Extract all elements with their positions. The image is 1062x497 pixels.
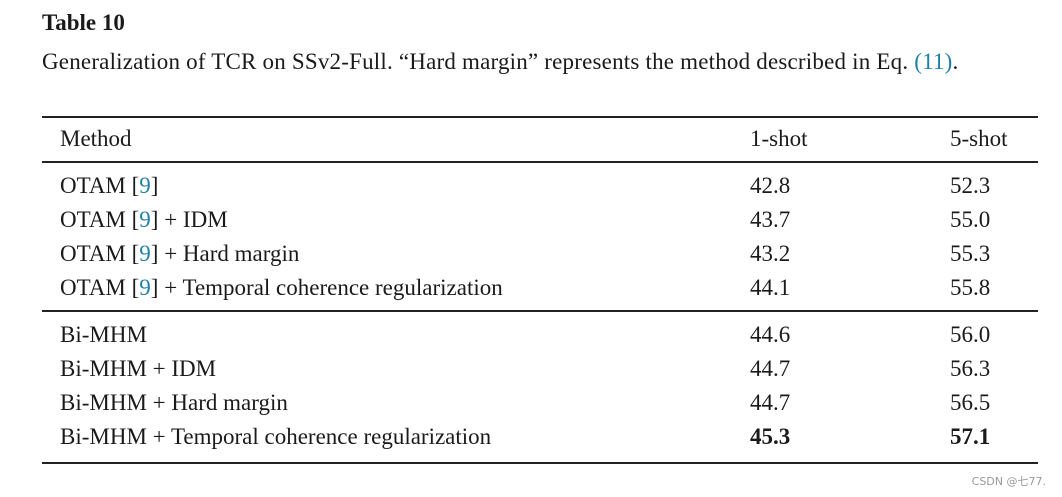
five-shot-cell: 52.3 xyxy=(950,173,991,198)
one-shot-cell: 43.7 xyxy=(750,207,791,232)
table-row: Bi-MHM + IDM 44.7 56.3 xyxy=(42,352,1038,386)
table-caption: Generalization of TCR on SSv2-Full. “Har… xyxy=(42,44,1038,79)
one-shot-cell: 44.6 xyxy=(750,322,791,347)
table-title: Table 10 xyxy=(42,10,125,35)
method-cell: OTAM [9] xyxy=(60,169,158,203)
caption-text: Generalization of TCR on SSv2-Full. “Har… xyxy=(42,49,915,74)
header-cell: Method xyxy=(60,126,132,151)
five-shot-cell: 56.0 xyxy=(950,322,991,347)
one-shot-cell: 42.8 xyxy=(750,173,791,198)
table-row: Bi-MHM + Hard margin 44.7 56.5 xyxy=(42,386,1038,420)
table-row: OTAM [9] + Hard margin 43.2 55.3 xyxy=(42,237,1038,271)
method-cell: OTAM [9] + Temporal coherence regulariza… xyxy=(60,271,503,305)
table-rule xyxy=(42,116,1038,118)
one-shot-cell: 44.1 xyxy=(750,275,791,300)
reference-link: 9 xyxy=(139,207,151,232)
method-text: ] + IDM xyxy=(150,207,228,232)
five-shot-cell: 55.8 xyxy=(950,275,991,300)
table-rule xyxy=(42,462,1038,464)
method-cell: OTAM [9] + IDM xyxy=(60,203,228,237)
method-cell: Bi-MHM + IDM xyxy=(60,352,216,386)
method-text: Bi-MHM xyxy=(60,322,147,347)
equation-link: (11) xyxy=(914,49,953,74)
header-cell: 1-shot xyxy=(750,126,808,151)
method-text: OTAM [ xyxy=(60,275,140,300)
table-rule xyxy=(42,310,1038,312)
method-cell: OTAM [9] + Hard margin xyxy=(60,237,299,271)
table-row: OTAM [9] + Temporal coherence regulariza… xyxy=(42,271,1038,305)
table-row: Bi-MHM + Temporal coherence regularizati… xyxy=(42,420,1038,454)
one-shot-cell: 45.3 xyxy=(750,424,791,449)
table-row: OTAM [9] + IDM 43.7 55.0 xyxy=(42,203,1038,237)
method-text: OTAM [ xyxy=(60,207,140,232)
method-text: OTAM [ xyxy=(60,241,140,266)
table-row: Method 1-shot 5-shot xyxy=(42,122,1038,156)
reference-link: 9 xyxy=(139,241,151,266)
five-shot-cell: 55.0 xyxy=(950,207,991,232)
header-cell: 5-shot xyxy=(950,126,1008,151)
method-text: Bi-MHM + Hard margin xyxy=(60,390,288,415)
one-shot-cell: 43.2 xyxy=(750,241,791,266)
five-shot-cell: 56.5 xyxy=(950,390,991,415)
method-text: ] xyxy=(150,173,159,198)
method-cell: Bi-MHM + Temporal coherence regularizati… xyxy=(60,420,491,454)
method-text: Bi-MHM + Temporal coherence regularizati… xyxy=(60,424,492,449)
reference-link: 9 xyxy=(139,275,151,300)
table-row: Bi-MHM 44.6 56.0 xyxy=(42,318,1038,352)
table-rule xyxy=(42,161,1038,163)
five-shot-cell: 56.3 xyxy=(950,356,991,381)
reference-link: 9 xyxy=(139,173,151,198)
method-text: OTAM [ xyxy=(60,173,140,198)
five-shot-cell: 57.1 xyxy=(950,424,991,449)
caption-text: . xyxy=(952,49,959,74)
watermark: CSDN @七77. xyxy=(971,475,1046,488)
method-text: ] + Temporal coherence regularization xyxy=(150,275,503,300)
method-cell: Bi-MHM xyxy=(60,318,147,352)
method-text: Bi-MHM + IDM xyxy=(60,356,217,381)
method-cell: Bi-MHM + Hard margin xyxy=(60,386,288,420)
five-shot-cell: 55.3 xyxy=(950,241,991,266)
one-shot-cell: 44.7 xyxy=(750,356,791,381)
method-text: ] + Hard margin xyxy=(150,241,300,266)
one-shot-cell: 44.7 xyxy=(750,390,791,415)
table-row: OTAM [9] 42.8 52.3 xyxy=(42,169,1038,203)
